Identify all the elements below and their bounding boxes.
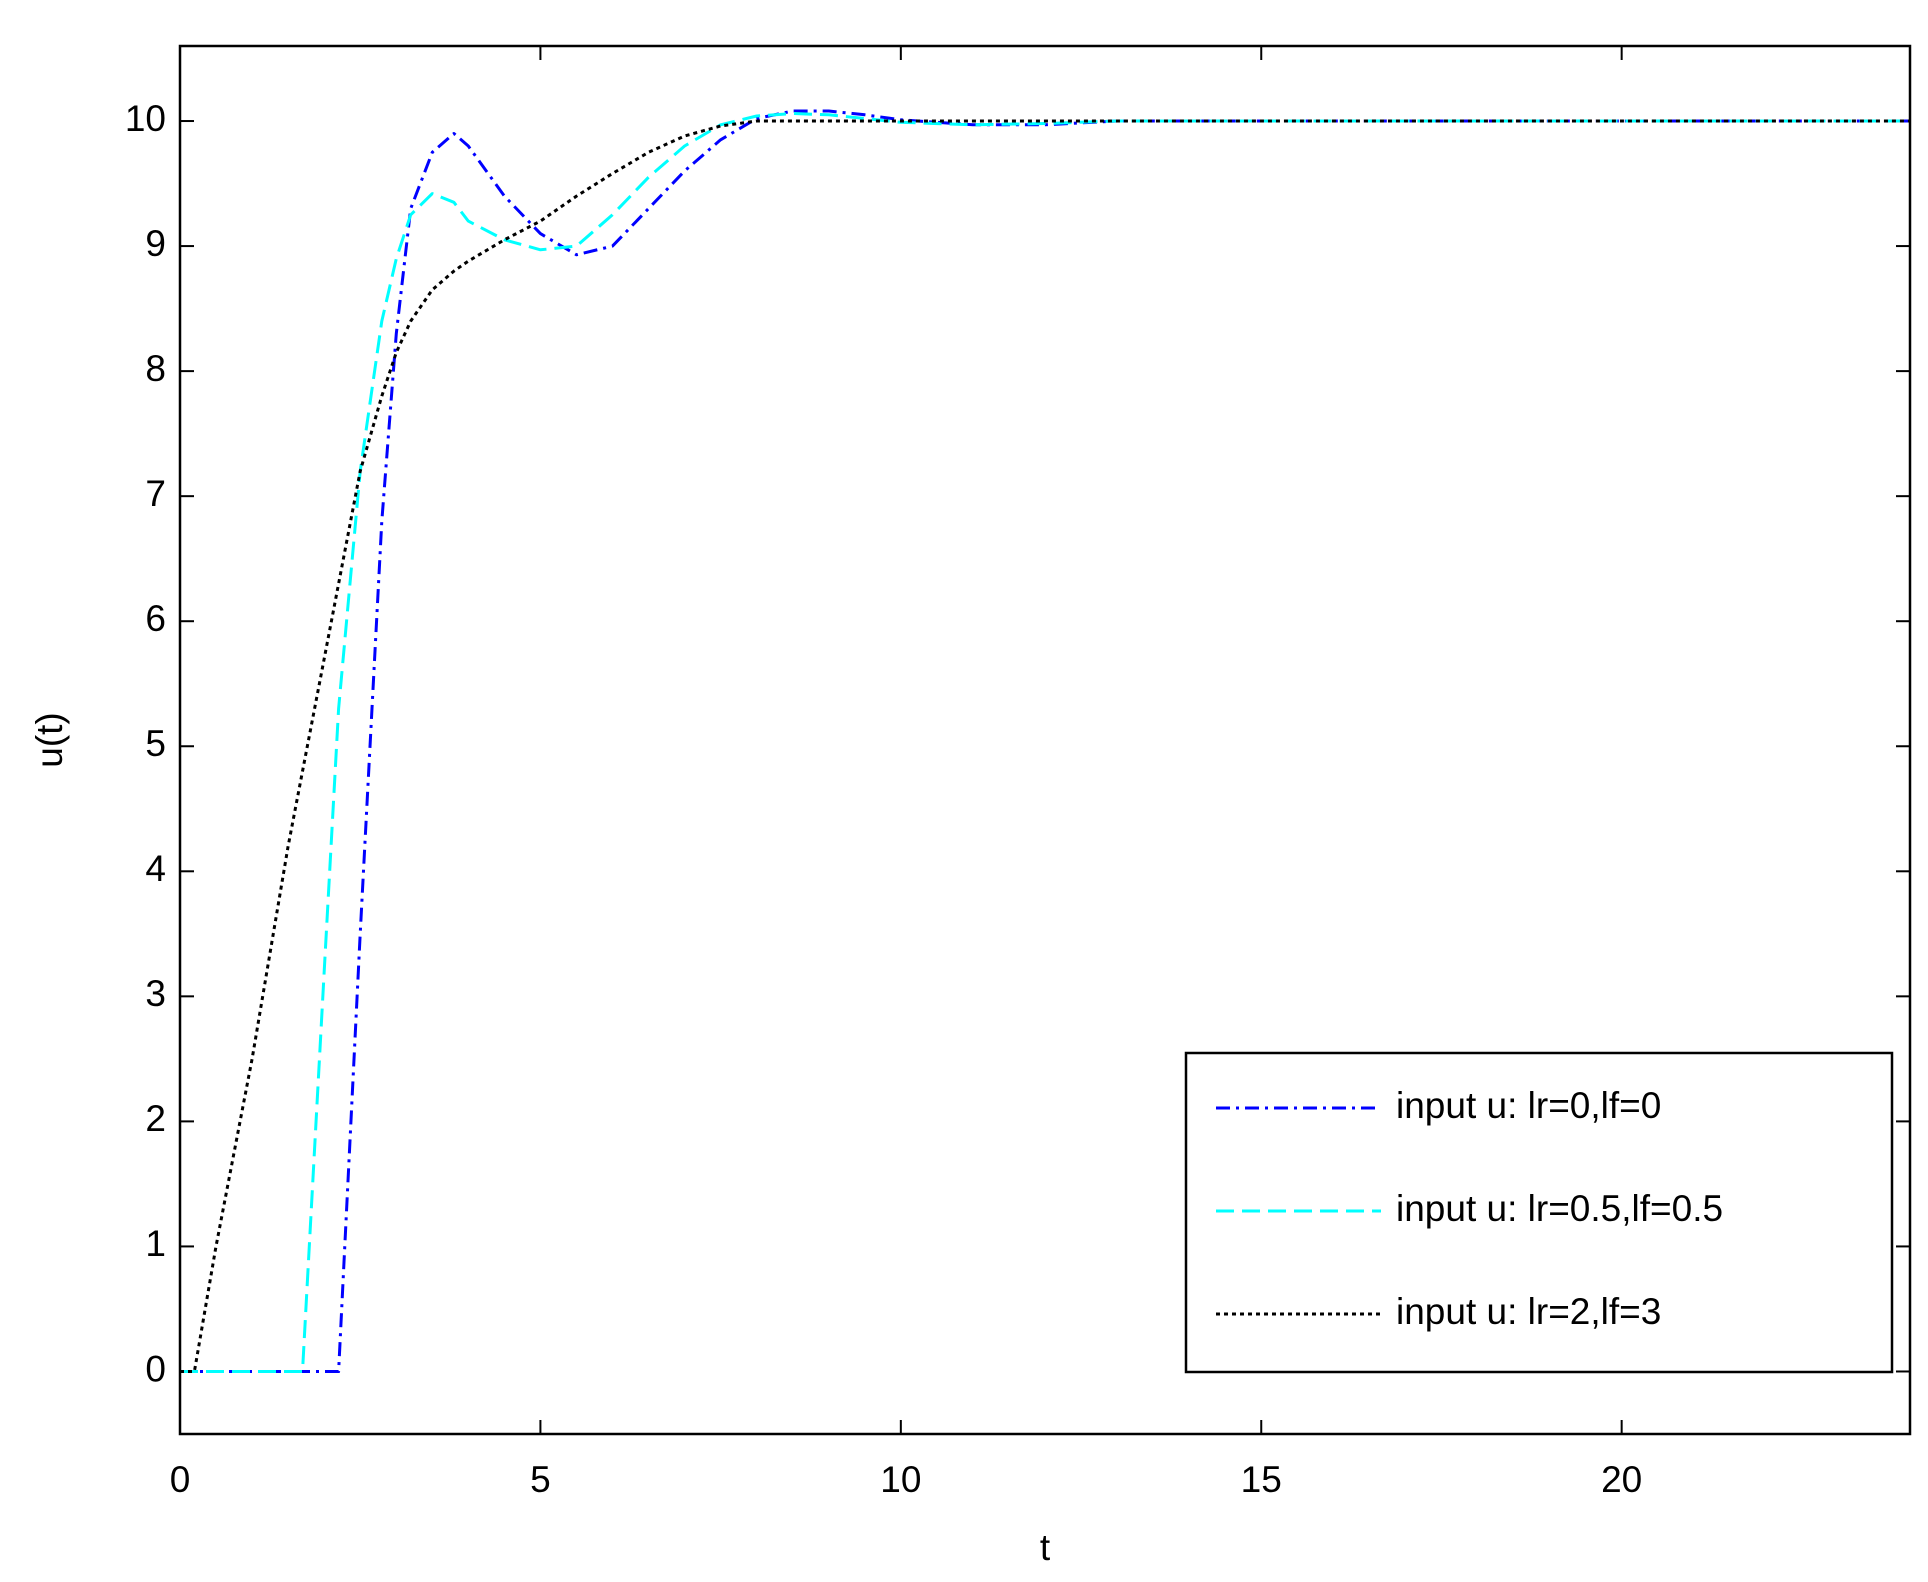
y-tick-label: 0 — [145, 1348, 166, 1389]
x-tick-label: 15 — [1241, 1459, 1282, 1500]
y-tick-label: 10 — [125, 98, 166, 139]
x-tick-label: 10 — [880, 1459, 921, 1500]
y-tick-label: 3 — [145, 973, 166, 1014]
x-tick-label: 0 — [170, 1459, 191, 1500]
y-axis-label: u(t) — [29, 712, 70, 768]
y-tick-label: 2 — [145, 1098, 166, 1139]
x-tick-label: 20 — [1601, 1459, 1642, 1500]
legend-label: input u: lr=0,lf=0 — [1396, 1085, 1661, 1126]
y-tick-label: 6 — [145, 598, 166, 639]
y-tick-label: 5 — [145, 723, 166, 764]
y-tick-label: 7 — [145, 473, 166, 514]
plot-frame — [178, 44, 1912, 1436]
y-tick-label: 9 — [145, 223, 166, 264]
legend-label: input u: lr=0.5,lf=0.5 — [1396, 1188, 1723, 1229]
y-tick-label: 4 — [145, 848, 166, 889]
x-axis-label: t — [1040, 1527, 1051, 1568]
legend-label: input u: lr=2,lf=3 — [1396, 1291, 1661, 1332]
series-line — [180, 112, 1910, 1373]
y-tick-label: 1 — [145, 1223, 166, 1264]
y-tick-label: 8 — [145, 348, 166, 389]
x-tick-label: 5 — [530, 1459, 551, 1500]
series-line — [180, 109, 1910, 1373]
series-line — [180, 119, 1910, 1373]
